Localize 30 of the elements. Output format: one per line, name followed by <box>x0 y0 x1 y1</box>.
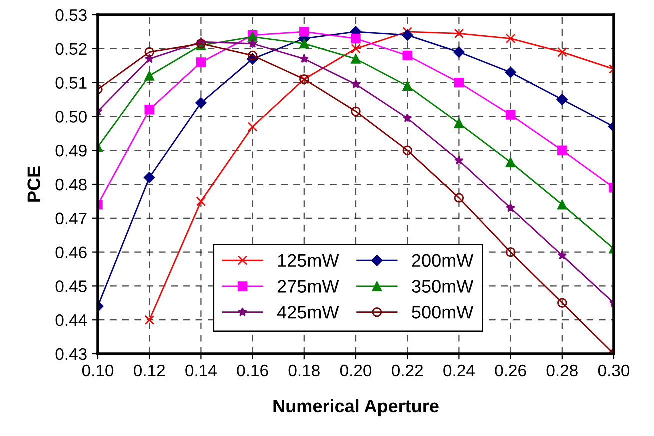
x-tick-label: 0.12 <box>134 364 165 377</box>
y-tick-label: 0.49 <box>56 145 87 157</box>
x-tick-label: 0.26 <box>495 364 526 377</box>
x-axis-title: Numerical Aperture <box>274 399 439 416</box>
x-tick-label: 0.10 <box>82 364 114 377</box>
legend-label: 200mW <box>412 254 474 268</box>
y-tick-label: 0.45 <box>56 280 87 292</box>
y-tick-label: 0.51 <box>56 77 87 90</box>
legend-label: 500mW <box>412 306 474 319</box>
x-tick-label: 0.24 <box>444 364 475 377</box>
y-tick-label: 0.52 <box>56 43 87 56</box>
y-tick-label: 0.44 <box>56 314 88 326</box>
x-tick-label: 0.22 <box>392 364 423 377</box>
y-tick-label: 0.48 <box>56 178 87 191</box>
legend-label: 125mW <box>278 254 340 268</box>
x-tick-label: 0.16 <box>237 364 268 377</box>
x-tick-label: 0.20 <box>340 364 372 377</box>
x-tick-label: 0.14 <box>186 364 217 377</box>
legend-label: 275mW <box>278 280 340 293</box>
legend-label: 350mW <box>412 280 474 293</box>
y-tick-label: 0.47 <box>56 212 87 225</box>
x-tick-label: 0.30 <box>598 364 630 377</box>
y-axis-title: PCE <box>28 166 40 202</box>
y-tick-label: 0.43 <box>56 348 87 360</box>
y-tick-label: 0.46 <box>56 246 87 259</box>
y-tick-label: 0.53 <box>56 9 87 22</box>
y-tick-label: 0.50 <box>56 111 87 123</box>
x-tick-label: 0.18 <box>288 364 320 377</box>
legend-label: 425mW <box>277 306 340 319</box>
x-tick-label: 0.28 <box>546 364 578 377</box>
